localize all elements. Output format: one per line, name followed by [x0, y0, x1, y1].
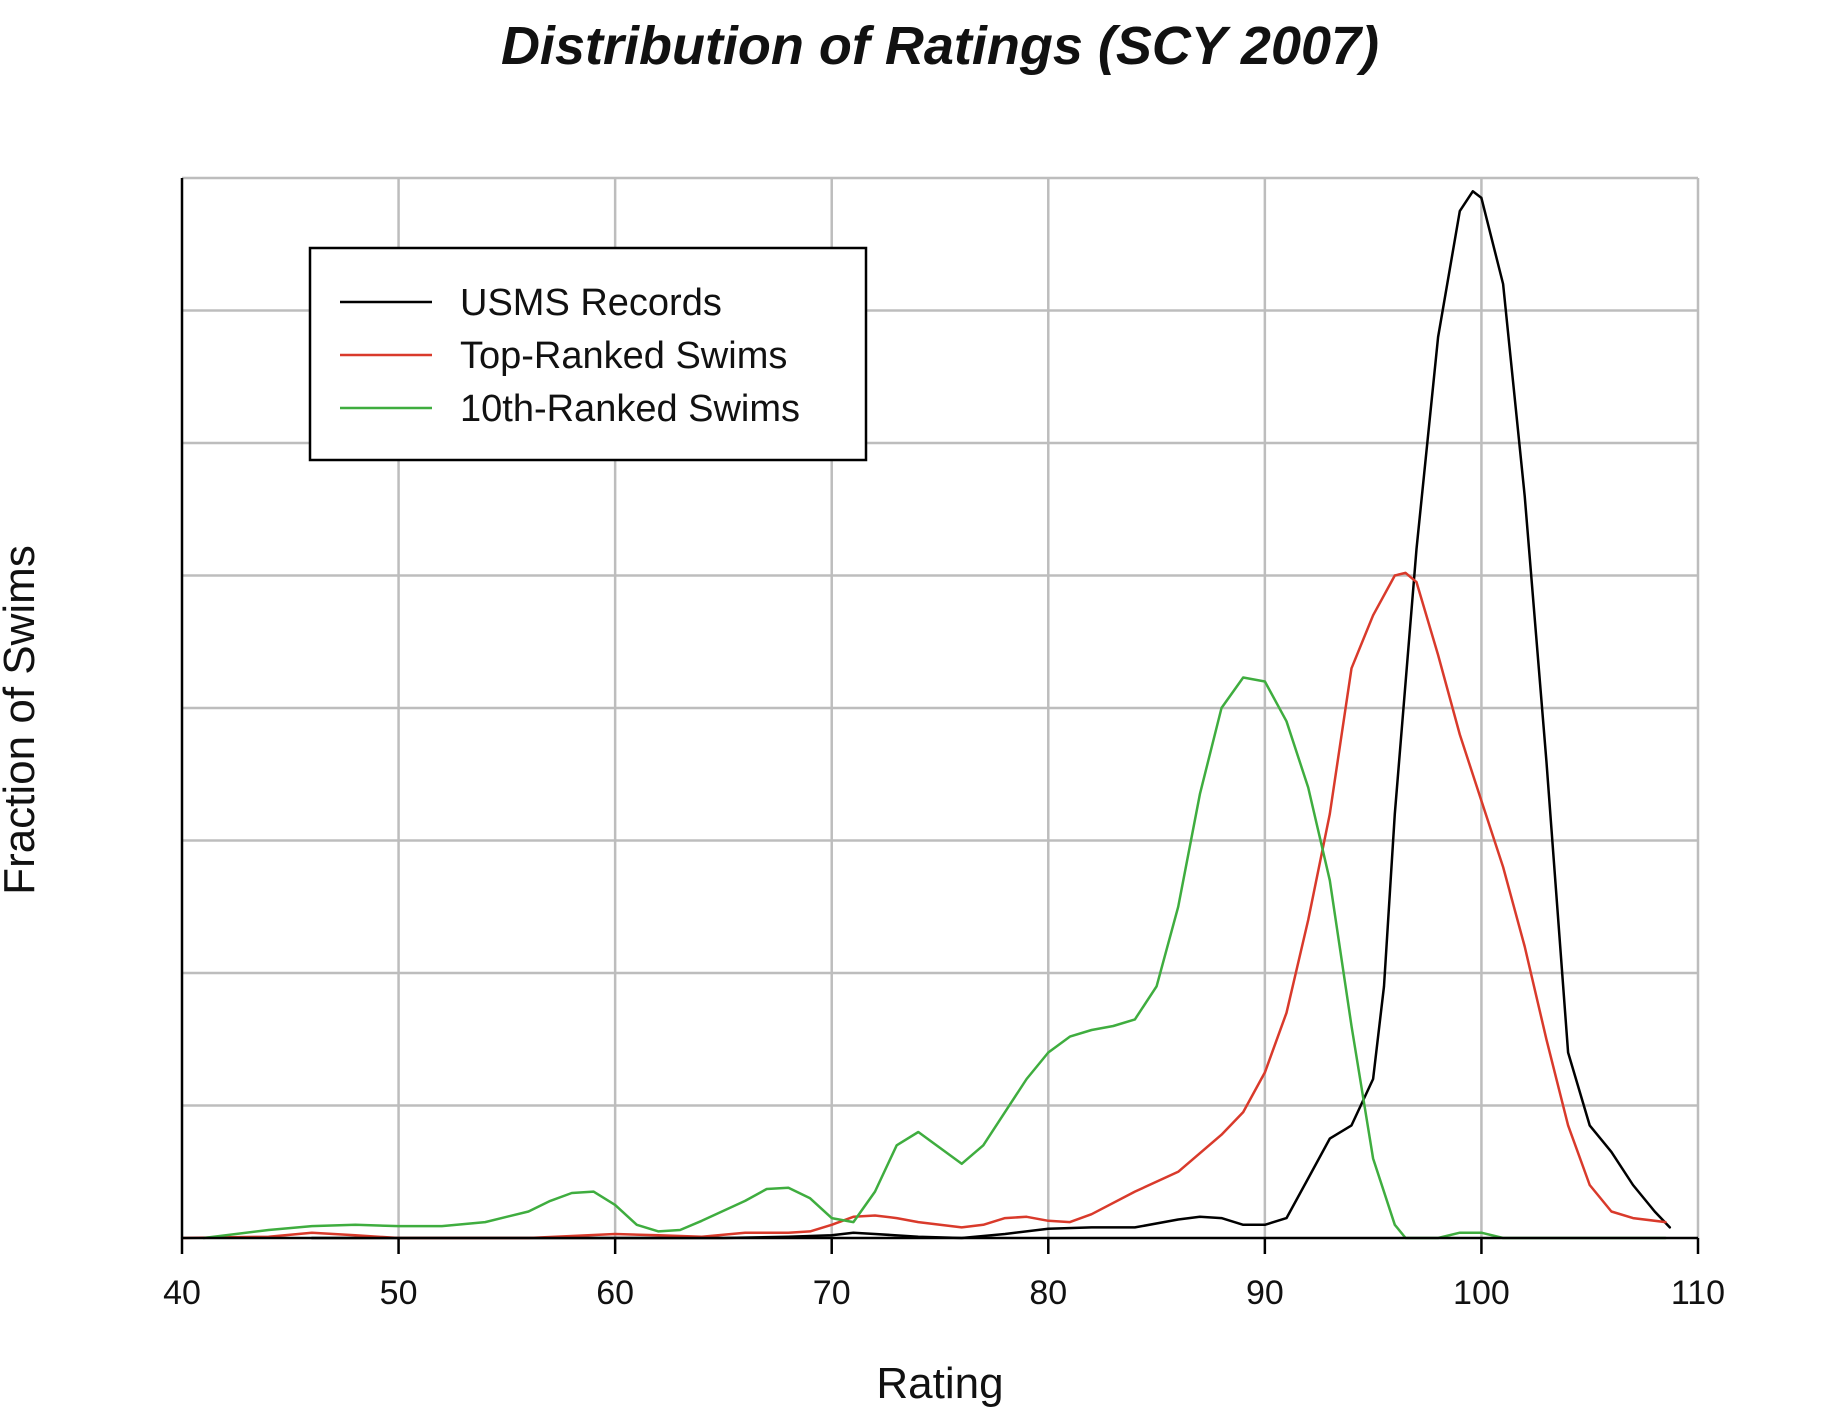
y-axis-label: Fraction of Swims — [0, 545, 44, 895]
chart-title: Distribution of Ratings (SCY 2007) — [501, 16, 1379, 76]
x-tick-label: 100 — [1453, 1274, 1510, 1312]
x-tick-labels: 40 50 60 70 80 90 100 110 — [163, 1274, 1725, 1312]
series-line-2 — [180, 571, 1667, 1240]
series-line-1 — [310, 190, 1672, 1240]
legend-label-3: 10th-Ranked Swims — [460, 388, 800, 430]
x-tick-label: 90 — [1246, 1274, 1284, 1312]
x-axis-label: Rating — [876, 1359, 1003, 1408]
x-tick-label: 40 — [163, 1274, 201, 1312]
x-tick-label: 110 — [1671, 1274, 1725, 1312]
series-lines — [180, 190, 1672, 1240]
series-line-3 — [202, 676, 1667, 1240]
x-tick-label: 60 — [596, 1274, 634, 1312]
x-tick-label: 50 — [380, 1274, 418, 1312]
x-tick-label: 80 — [1029, 1274, 1067, 1312]
legend: USMS Records Top-Ranked Swims 10th-Ranked … — [308, 246, 868, 462]
x-tick-label: 70 — [813, 1274, 851, 1312]
legend-label-2: Top-Ranked Swims — [460, 335, 787, 377]
legend-label-1: USMS Records — [460, 282, 722, 324]
axes — [180, 178, 1700, 1254]
